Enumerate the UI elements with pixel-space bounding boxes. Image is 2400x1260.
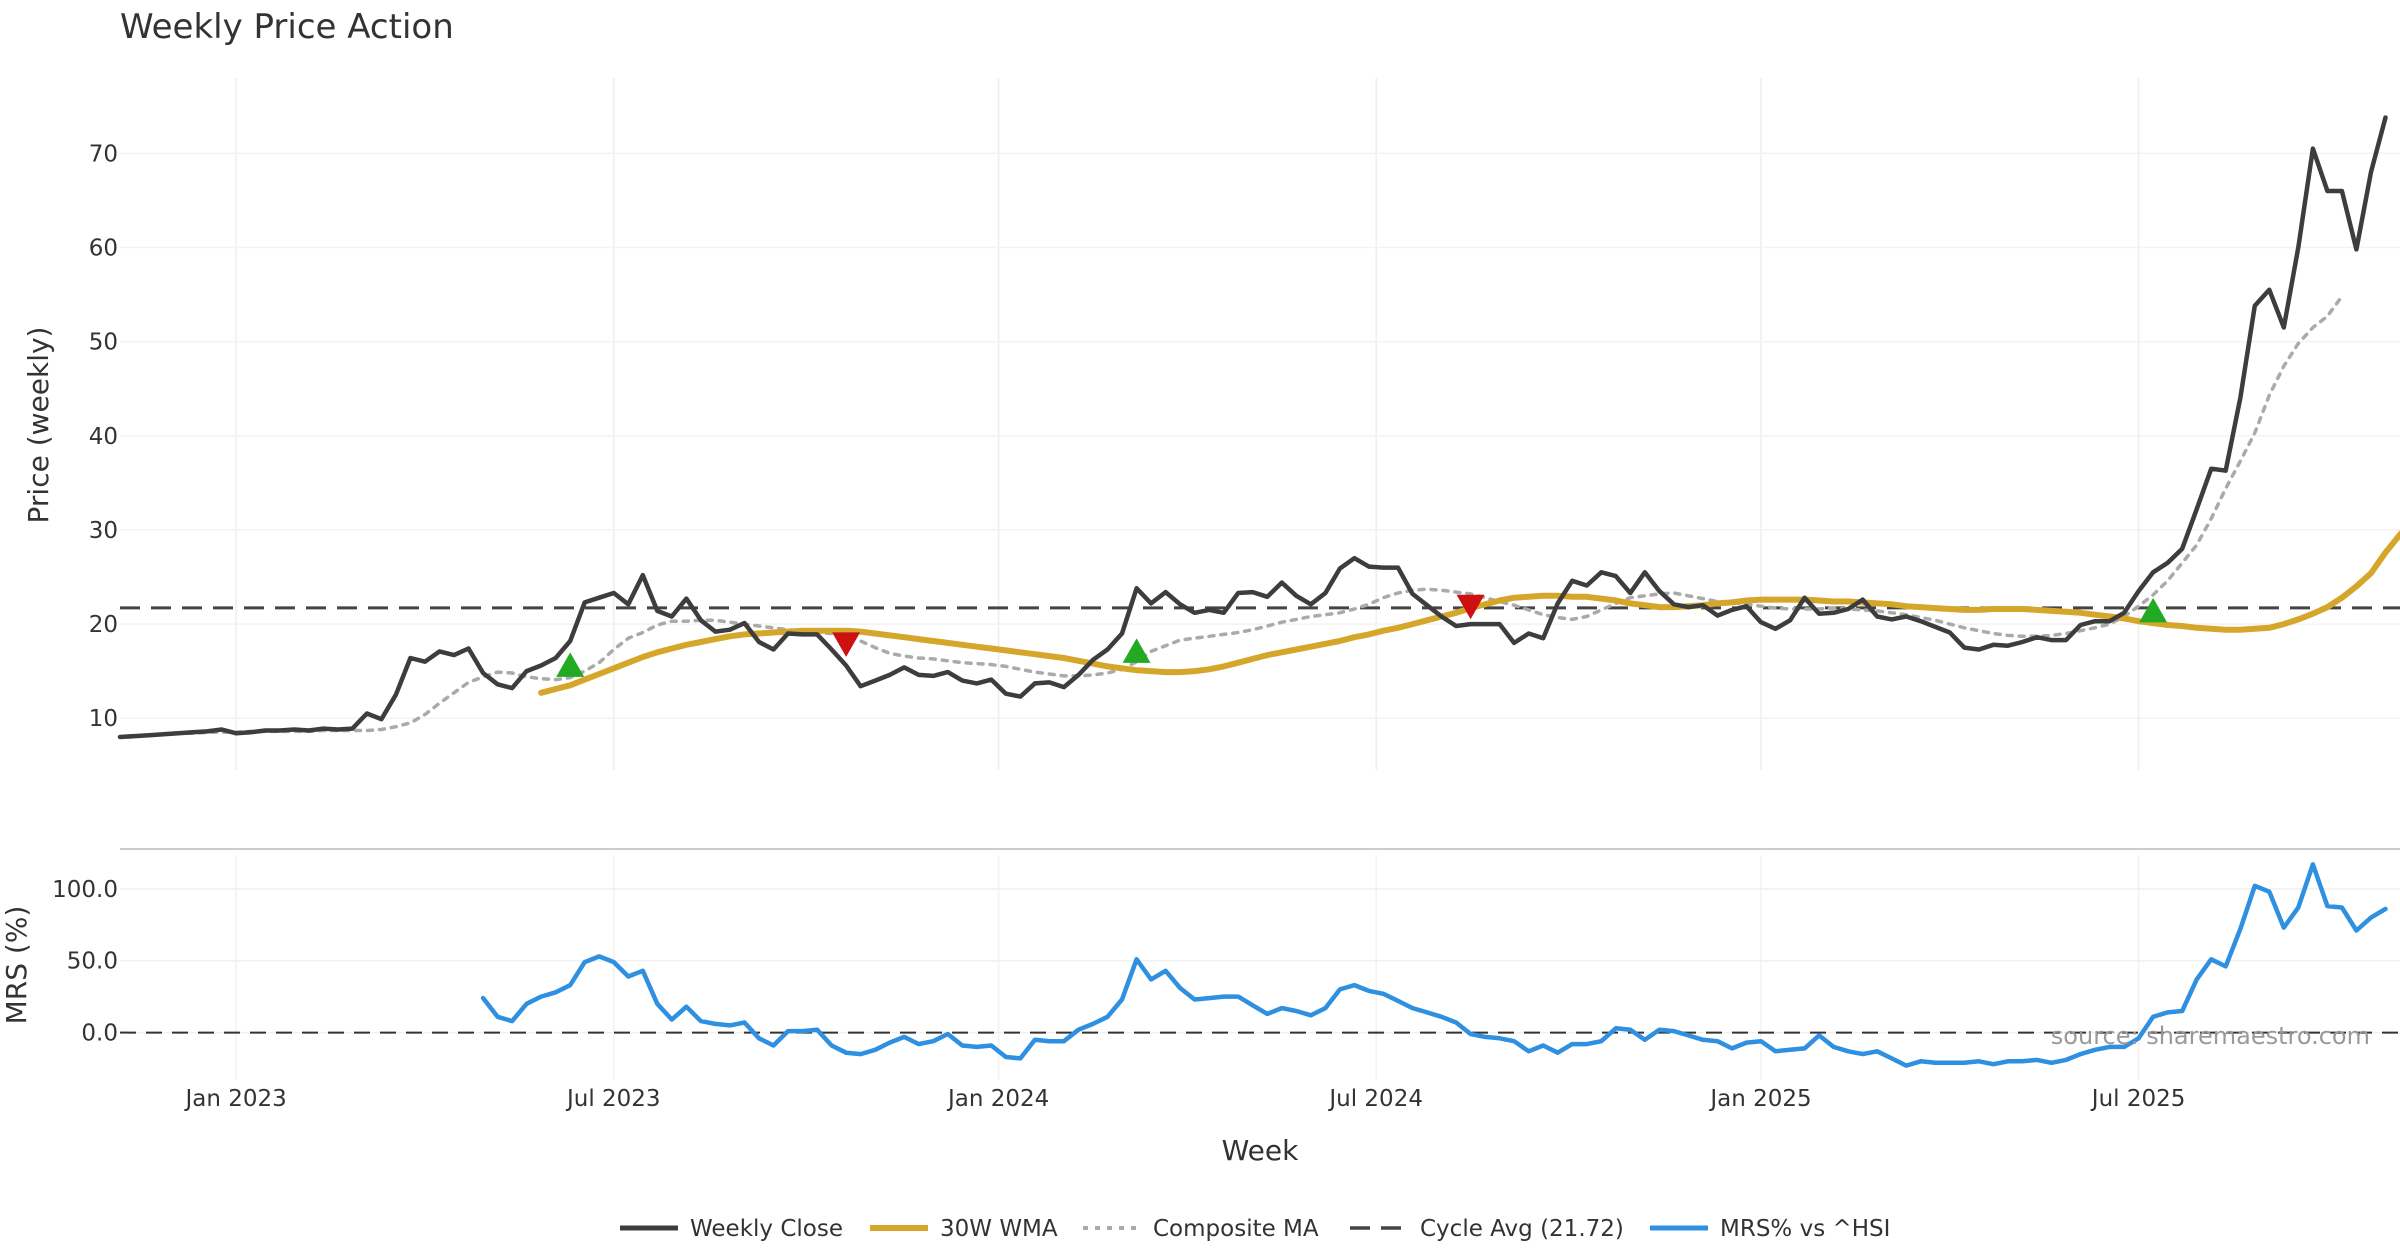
legend-label-30w-wma: 30W WMA	[940, 1216, 1058, 1242]
price-y-tick-label: 50	[89, 330, 118, 356]
chart-title: Weekly Price Action	[120, 7, 454, 47]
mrs-series-group	[480, 862, 2388, 1068]
mrs-y-tick-label: 50.0	[67, 949, 118, 975]
series-line-composite-ma	[161, 294, 2344, 736]
price-y-axis-label: Price (weekly)	[22, 327, 55, 524]
x-tick-label: Jul 2023	[565, 1086, 661, 1112]
legend: Weekly Close 30W WMA Composite MA Cycle Avg…	[620, 1216, 1890, 1242]
x-tick-label: Jan 2025	[1708, 1086, 1811, 1112]
mrs-panel-grid	[120, 855, 2400, 1080]
price-y-tick-label: 10	[89, 706, 118, 732]
buy-signal-marker	[556, 652, 585, 677]
price-y-tick-label: 60	[89, 235, 118, 261]
price-y-tick-label: 40	[89, 424, 118, 450]
buy-signal-marker	[2139, 597, 2168, 623]
price-y-tick-label: 20	[89, 612, 118, 638]
x-axis-ticks: Jan 2023 Jul 2023 Jan 2024 Jul 2024 Jan 2025…	[184, 1086, 2186, 1112]
price-y-ticks: 10 20 30 40 50 60 70	[89, 141, 118, 732]
mrs-y-ticks: 0.0 50.0 100.0	[52, 877, 118, 1047]
watermark-text: source: sharemaestro.com	[2051, 1022, 2370, 1050]
x-tick-label: Jul 2025	[2090, 1086, 2186, 1112]
sell-signal-marker	[832, 632, 861, 657]
series-line-weekly-close	[117, 115, 2388, 740]
mrs-y-axis-label: MRS (%)	[0, 906, 33, 1025]
price-series-group	[117, 115, 2400, 740]
x-tick-label: Jul 2024	[1327, 1086, 1423, 1112]
signal-markers	[556, 594, 2168, 677]
legend-label-cycle-avg-21-72: Cycle Avg (21.72)	[1420, 1216, 1624, 1242]
legend-label-composite-ma: Composite MA	[1153, 1216, 1319, 1242]
legend-label-mrs-vs-hsi: MRS% vs ^HSI	[1720, 1216, 1890, 1242]
mrs-y-tick-label: 100.0	[52, 877, 118, 903]
x-tick-label: Jan 2023	[184, 1086, 287, 1112]
legend-label-weekly-close: Weekly Close	[690, 1216, 843, 1242]
sell-signal-marker	[1456, 594, 1485, 620]
mrs-y-tick-label: 0.0	[81, 1021, 118, 1047]
series-line-30w-wma	[538, 530, 2400, 696]
price-y-tick-label: 30	[89, 518, 118, 544]
series-line-mrs-vs-hsi	[480, 862, 2388, 1068]
x-axis-label: Week	[1222, 1134, 1299, 1167]
buy-signal-marker	[1122, 638, 1151, 663]
x-tick-label: Jan 2024	[946, 1086, 1049, 1112]
price-panel-grid	[120, 78, 2400, 770]
price-y-tick-label: 70	[89, 141, 118, 167]
